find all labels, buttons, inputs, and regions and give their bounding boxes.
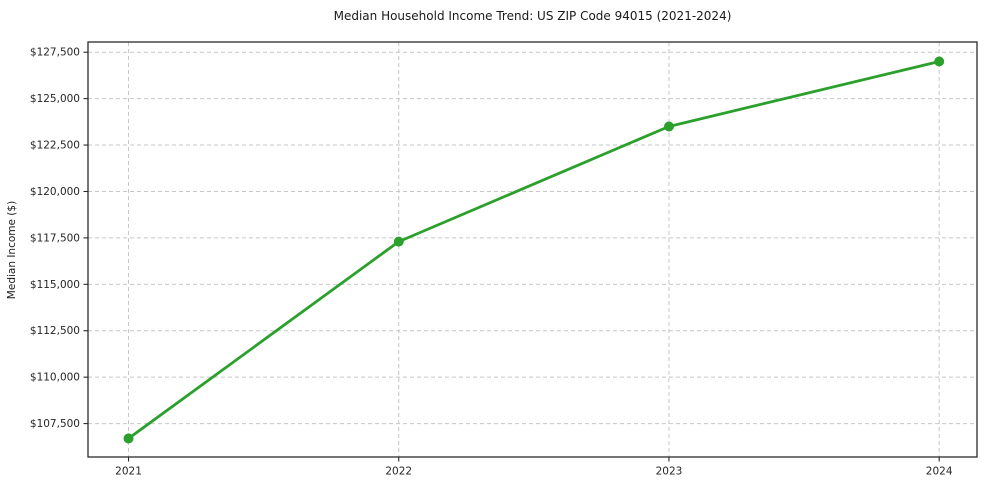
x-tick-label: 2024 [926,466,953,478]
data-point-marker [663,121,674,132]
y-tick-label: $110,000 [30,372,80,384]
data-point-marker [934,56,945,67]
x-tick-label: 2021 [115,466,142,478]
x-tick-label: 2022 [385,466,412,478]
y-tick-label: $115,000 [30,279,80,291]
y-tick-label: $117,500 [30,232,80,244]
data-line [127,60,941,440]
data-point-marker [123,433,134,444]
chart-title: Median Household Income Trend: US ZIP Co… [333,9,732,23]
y-tick-label: $127,500 [30,47,80,59]
x-tick-label: 2023 [656,466,683,478]
y-tick-label: $107,500 [30,418,80,430]
plot-border [87,41,978,458]
y-tick-label: $125,000 [30,93,80,105]
y-tick-label: $112,500 [30,325,80,337]
data-point-marker [393,236,404,247]
y-tick-label: $120,000 [30,186,80,198]
y-tick-label: $122,500 [30,140,80,152]
